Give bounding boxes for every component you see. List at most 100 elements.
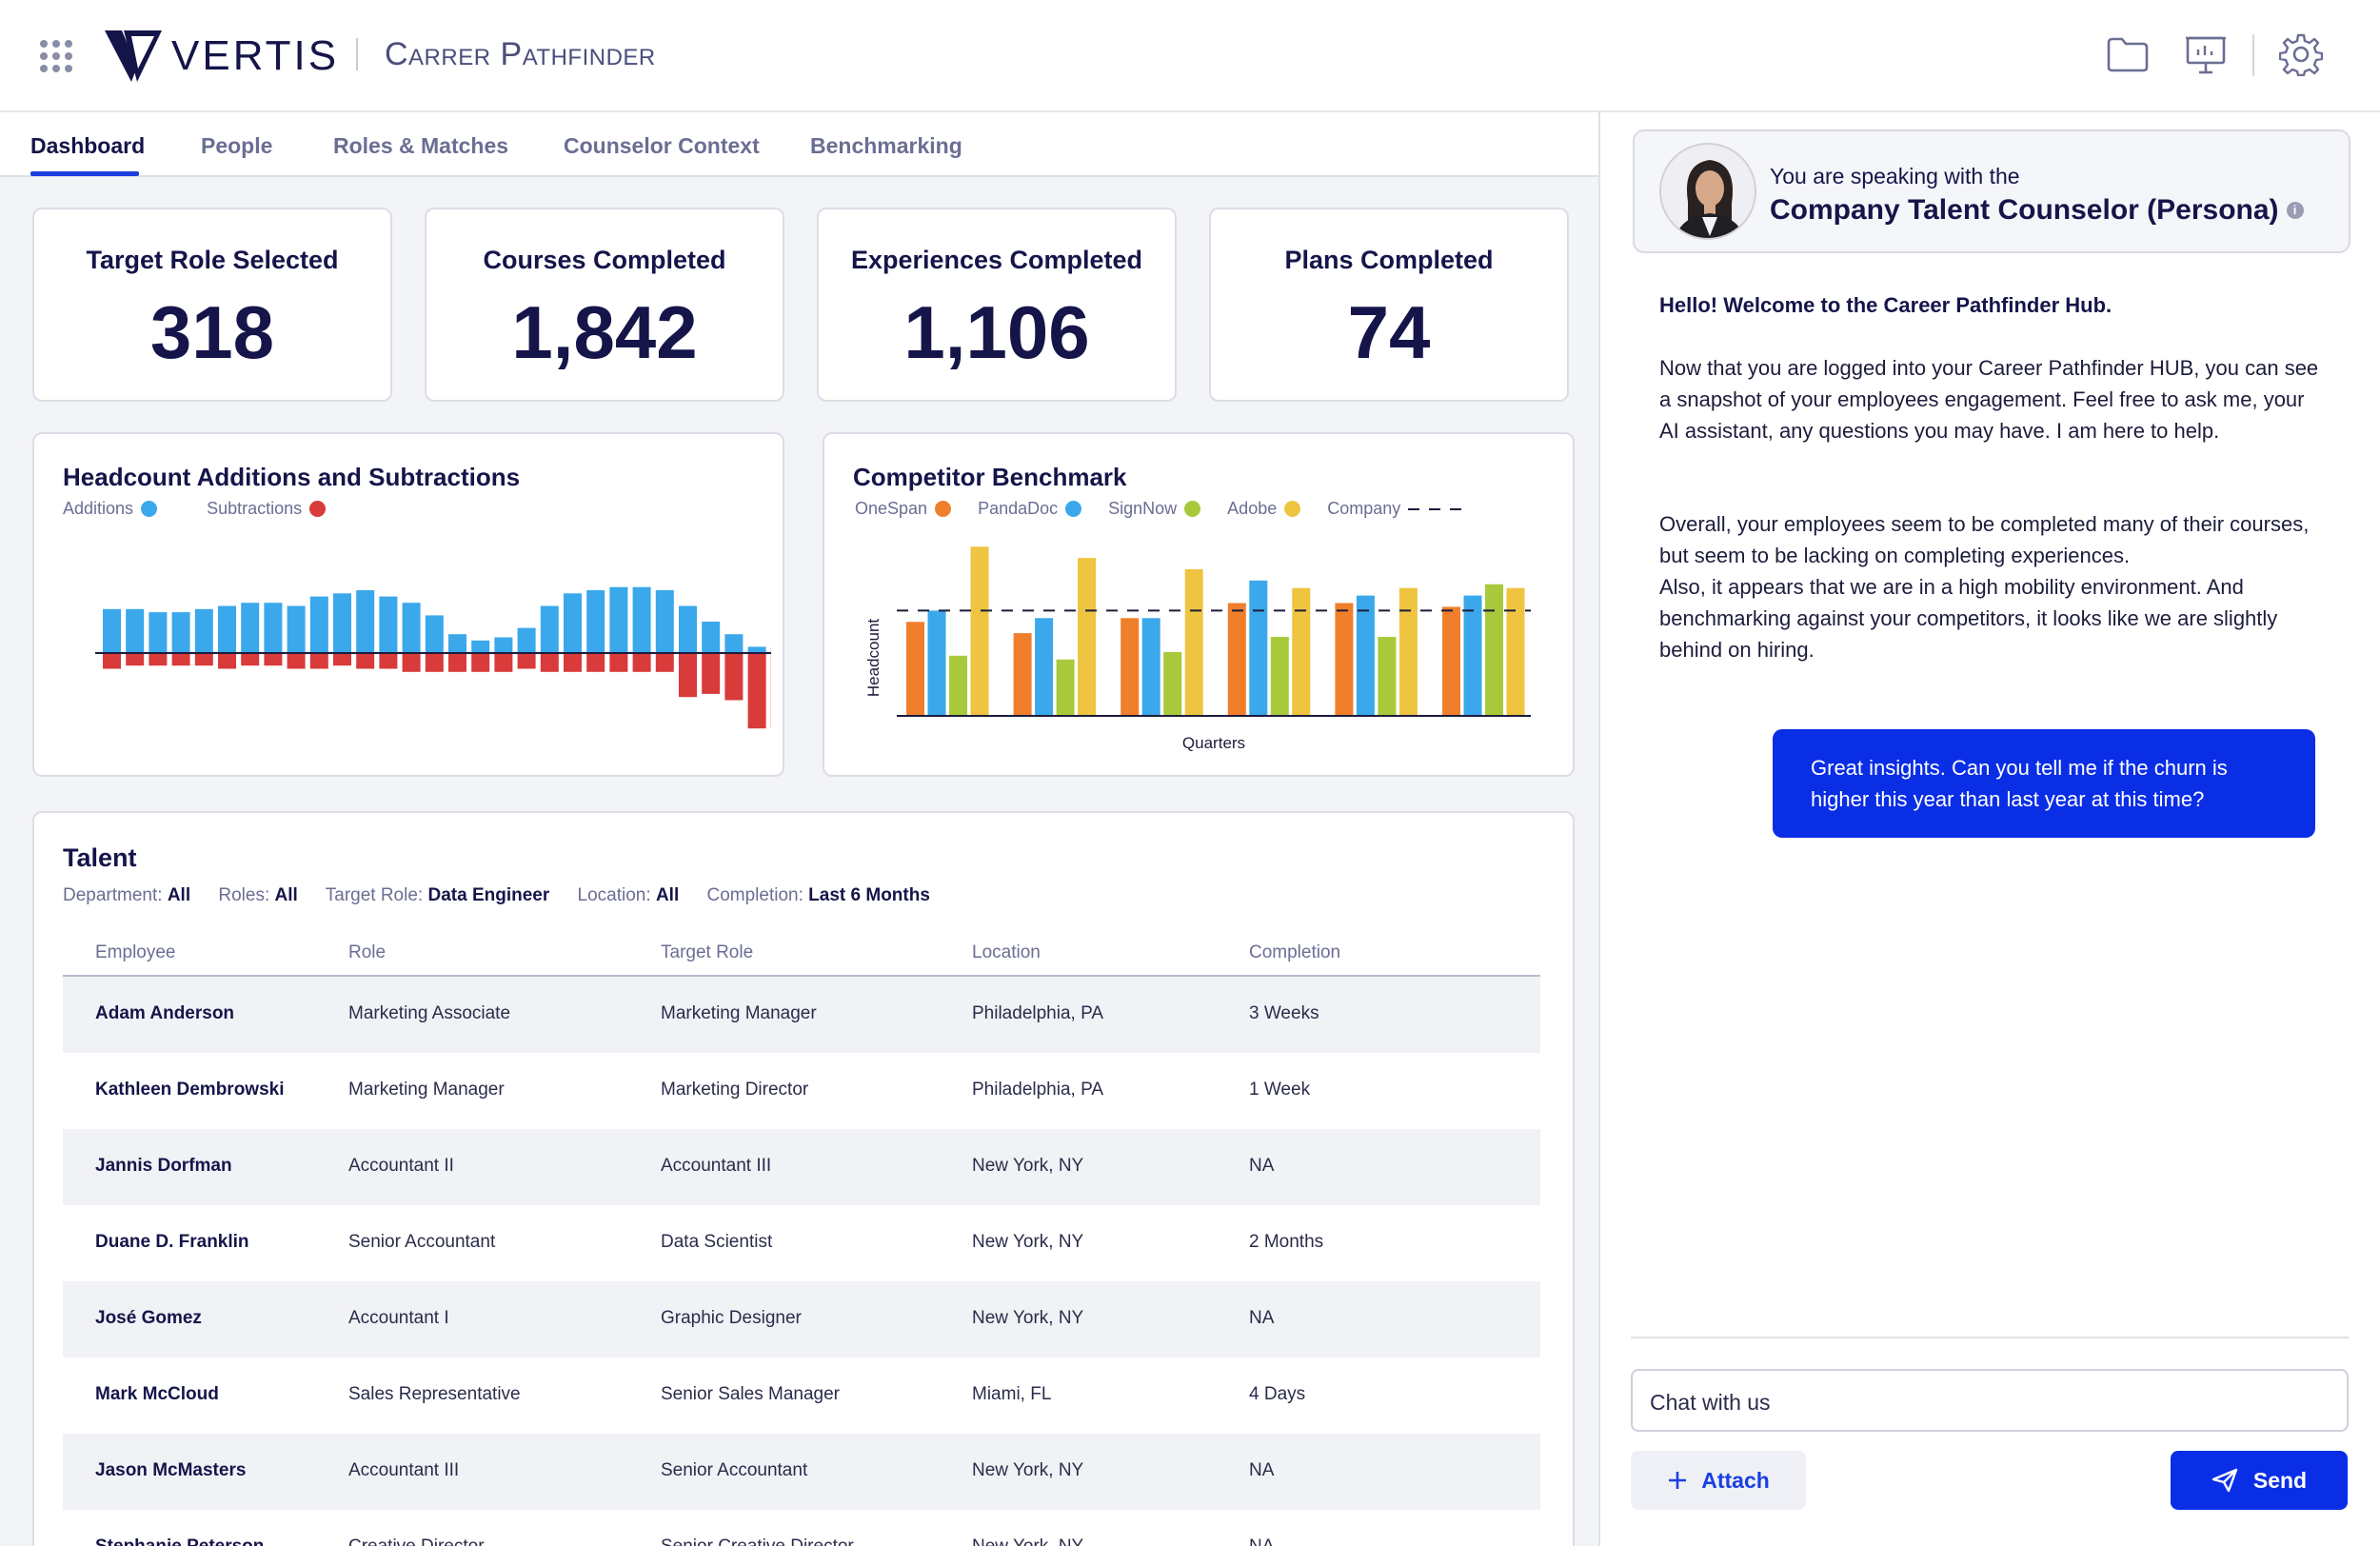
tab-roles-matches[interactable]: Roles & Matches	[333, 133, 509, 158]
filter-department[interactable]: Department: All	[63, 885, 191, 905]
apps-grid-icon[interactable]	[40, 40, 72, 72]
cell-role: Creative Director	[348, 1536, 485, 1546]
tab-dashboard[interactable]: Dashboard	[30, 133, 146, 158]
kpi-title: Courses Completed	[483, 246, 726, 274]
subtraction-bar	[517, 653, 536, 669]
addition-bar	[241, 603, 260, 653]
info-icon[interactable]: i	[2286, 202, 2304, 219]
table-row[interactable]: Stephanie Peterson Creative Director Senio…	[63, 1510, 1540, 1546]
benchmark-bar-signnow	[1378, 637, 1397, 716]
subtraction-bar	[379, 653, 398, 669]
benchmark-bar-onespan	[1121, 618, 1140, 716]
cell-employee: Duane D. Franklin	[95, 1232, 249, 1252]
tab-counselor-context[interactable]: Counselor Context	[564, 133, 760, 158]
kpi-title: Plans Completed	[1284, 246, 1494, 274]
table-row[interactable]: Duane D. Franklin Senior Accountant Data S…	[63, 1205, 1540, 1281]
filter-location[interactable]: Location: All	[577, 885, 680, 905]
cell-role: Sales Representative	[348, 1384, 521, 1404]
chart-title: Competitor Benchmark	[853, 463, 1127, 491]
gear-icon[interactable]	[2277, 30, 2325, 78]
table-row[interactable]: José Gomez Accountant I Graphic Designer Ne…	[63, 1281, 1540, 1358]
addition-bar	[747, 646, 766, 653]
subtraction-bar	[724, 653, 744, 701]
table-row[interactable]: Kathleen Dembrowski Marketing Manager Mark…	[63, 1053, 1540, 1129]
legend-label-company: Company	[1327, 499, 1401, 518]
column-header-completion[interactable]: Completion	[1249, 942, 1341, 962]
cell-completion: 4 Days	[1249, 1384, 1306, 1404]
cell-completion: NA	[1249, 1308, 1275, 1328]
addition-bar	[724, 634, 744, 653]
filter-target-role[interactable]: Target Role: Data Engineer	[325, 885, 550, 905]
subtraction-bar	[356, 653, 375, 669]
filter-completion[interactable]: Completion: Last 6 Months	[706, 885, 930, 905]
legend-dot-signnow	[1184, 501, 1201, 517]
column-header-location[interactable]: Location	[972, 942, 1041, 962]
subtraction-bar	[471, 653, 490, 672]
cell-completion: 2 Months	[1249, 1232, 1324, 1252]
column-header-role[interactable]: Role	[348, 942, 387, 962]
subtraction-bar	[194, 653, 213, 666]
legend-dot-pandadoc	[1065, 501, 1082, 517]
send-icon	[2211, 1468, 2238, 1493]
tab-bar: Dashboard People Roles & Matches Counsel…	[0, 112, 1599, 177]
cell-role: Marketing Manager	[348, 1080, 505, 1100]
cell-employee: Adam Anderson	[95, 1003, 235, 1023]
addition-bar	[564, 593, 582, 653]
subtraction-bar	[448, 653, 466, 672]
logo-text: VERTIS	[171, 32, 340, 79]
table-row[interactable]: Jason McMasters Accountant III Senior Acco…	[63, 1434, 1540, 1510]
chart-legend: Additions Subtractions	[63, 499, 327, 519]
persona-name-text: Company Talent Counselor (Persona)	[1770, 194, 2279, 226]
addition-bar	[586, 590, 605, 653]
cell-employee: Jannis Dorfman	[95, 1156, 232, 1176]
persona-name: Company Talent Counselor (Persona) i	[1770, 194, 2304, 227]
kpi-value: 74	[1347, 290, 1431, 374]
send-label: Send	[2252, 1467, 2308, 1493]
cell-role: Senior Accountant	[348, 1232, 496, 1252]
column-header-employee[interactable]: Employee	[95, 942, 176, 962]
cell-completion: 1 Week	[1249, 1080, 1311, 1100]
folder-icon[interactable]	[2104, 30, 2152, 78]
user-message-bubble: Great insights. Can you tell me if the c…	[1773, 729, 2315, 838]
table-row[interactable]: Adam Anderson Marketing Associate Marketin…	[63, 977, 1540, 1053]
benchmark-bar-onespan	[1442, 606, 1460, 716]
addition-bar	[333, 593, 351, 653]
benchmark-bar-adobe	[1078, 558, 1097, 716]
table-row[interactable]: Jannis Dorfman Accountant II Accountant II…	[63, 1129, 1540, 1205]
filter-roles[interactable]: Roles: All	[218, 885, 298, 905]
subtraction-bar	[425, 653, 444, 672]
subtraction-bar	[171, 653, 190, 666]
presentation-icon[interactable]	[2182, 30, 2230, 78]
benchmark-bar-adobe	[1398, 587, 1418, 716]
chat-input[interactable]: Chat with us	[1631, 1369, 2349, 1432]
table-row[interactable]: Mark McCloud Sales Representative Senior S…	[63, 1358, 1540, 1434]
cell-target-role: Graphic Designer	[661, 1308, 802, 1328]
tab-benchmarking[interactable]: Benchmarking	[810, 133, 962, 158]
attach-button[interactable]: Attach	[1631, 1451, 1806, 1510]
benchmark-bar-onespan	[906, 622, 924, 716]
cell-location: Philadelphia, PA	[972, 1003, 1104, 1023]
benchmark-bar-pandadoc	[1356, 595, 1375, 716]
vertis-logo-mark	[105, 30, 162, 82]
talent-filters: Department: All Roles: All Target Role: …	[63, 885, 953, 906]
headcount-chart	[95, 586, 771, 729]
chat-divider	[1631, 1337, 2349, 1338]
cell-target-role: Data Scientist	[661, 1232, 773, 1252]
benchmark-bar-adobe	[1292, 587, 1311, 716]
addition-bar	[448, 634, 466, 653]
legend-dot-onespan	[935, 501, 952, 517]
legend-dot-additions	[141, 501, 158, 517]
avatar	[1659, 143, 1756, 240]
tab-people[interactable]: People	[201, 133, 273, 158]
cell-location: New York, NY	[972, 1460, 1084, 1480]
chat-panel: You are speaking with the Company Talent…	[1600, 112, 2380, 1546]
legend-label-pandadoc: PandaDoc	[978, 499, 1059, 518]
column-header-target-role[interactable]: Target Role	[661, 942, 754, 962]
benchmark-bar-signnow	[1485, 584, 1503, 716]
addition-bar	[171, 612, 190, 653]
send-button[interactable]: Send	[2171, 1451, 2348, 1510]
legend-label-additions: Additions	[63, 499, 134, 518]
header-divider	[356, 38, 358, 70]
legend-dot-subtractions	[309, 501, 327, 517]
addition-bar	[149, 612, 168, 653]
